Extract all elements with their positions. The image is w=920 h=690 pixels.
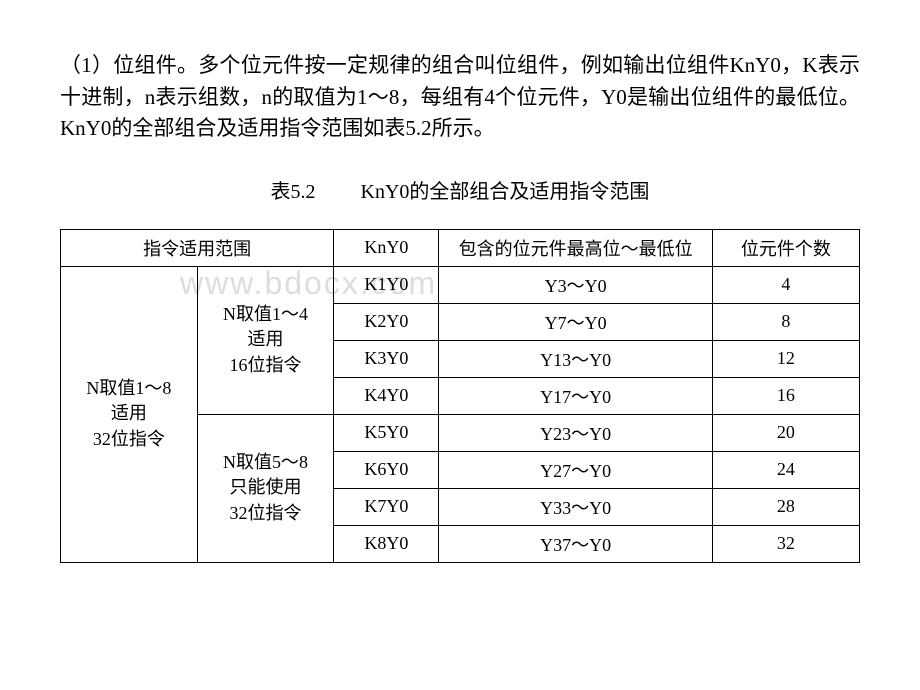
cell-range: Y17～Y0 bbox=[439, 377, 712, 414]
table-row: N取值1～8适用32位指令 N取值1～4适用16位指令 K1Y0 Y3～Y0 4 bbox=[61, 266, 860, 303]
cell-count: 20 bbox=[712, 414, 859, 451]
intro-paragraph: （1）位组件。多个位元件按一定规律的组合叫位组件，例如输出位组件KnY0，K表示… bbox=[60, 50, 860, 145]
cell-kny0: K1Y0 bbox=[334, 266, 439, 303]
cell-range: Y27～Y0 bbox=[439, 451, 712, 488]
cell-range: Y37～Y0 bbox=[439, 525, 712, 562]
header-scope: 指令适用范围 bbox=[61, 229, 334, 266]
cell-count: 24 bbox=[712, 451, 859, 488]
cell-kny0: K7Y0 bbox=[334, 488, 439, 525]
cell-count: 12 bbox=[712, 340, 859, 377]
caption-title: KnY0的全部组合及适用指令范围 bbox=[361, 181, 650, 203]
cell-count: 32 bbox=[712, 525, 859, 562]
cell-kny0: K5Y0 bbox=[334, 414, 439, 451]
outer-scope-cell: N取值1～8适用32位指令 bbox=[61, 266, 198, 562]
cell-range: Y23～Y0 bbox=[439, 414, 712, 451]
table-caption: 表5.2 KnY0的全部组合及适用指令范围 bbox=[60, 175, 860, 204]
cell-count: 28 bbox=[712, 488, 859, 525]
inner-scope-1-cell: N取值1～4适用16位指令 bbox=[197, 266, 334, 414]
header-count: 位元件个数 bbox=[712, 229, 859, 266]
cell-range: Y33～Y0 bbox=[439, 488, 712, 525]
cell-range: Y3～Y0 bbox=[439, 266, 712, 303]
cell-kny0: K8Y0 bbox=[334, 525, 439, 562]
cell-kny0: K2Y0 bbox=[334, 303, 439, 340]
cell-kny0: K6Y0 bbox=[334, 451, 439, 488]
cell-range: Y13～Y0 bbox=[439, 340, 712, 377]
cell-kny0: K3Y0 bbox=[334, 340, 439, 377]
header-kny0: KnY0 bbox=[334, 229, 439, 266]
cell-kny0: K4Y0 bbox=[334, 377, 439, 414]
cell-range: Y7～Y0 bbox=[439, 303, 712, 340]
cell-count: 4 bbox=[712, 266, 859, 303]
inner-scope-2-cell: N取值5～8只能使用32位指令 bbox=[197, 414, 334, 562]
cell-count: 16 bbox=[712, 377, 859, 414]
header-range: 包含的位元件最高位～最低位 bbox=[439, 229, 712, 266]
data-table: 指令适用范围 KnY0 包含的位元件最高位～最低位 位元件个数 N取值1～8适用… bbox=[60, 229, 860, 563]
cell-count: 8 bbox=[712, 303, 859, 340]
table-header-row: 指令适用范围 KnY0 包含的位元件最高位～最低位 位元件个数 bbox=[61, 229, 860, 266]
caption-label: 表5.2 bbox=[271, 181, 316, 203]
content: （1）位组件。多个位元件按一定规律的组合叫位组件，例如输出位组件KnY0，K表示… bbox=[60, 50, 860, 563]
